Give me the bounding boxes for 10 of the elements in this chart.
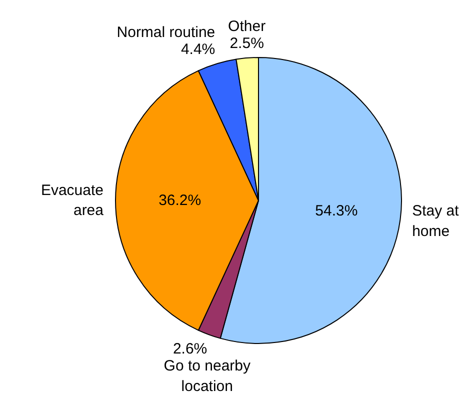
data-label: 4.4%	[180, 40, 216, 58]
data-label: 2.5%	[230, 34, 264, 52]
data-label: 54.3%	[315, 202, 358, 220]
slice-label: Evacuate area	[40, 182, 104, 220]
slice-label: Normal routine	[116, 24, 216, 41]
slice-label: Stay at home	[412, 202, 460, 240]
slice-label: Go to nearby location	[164, 357, 252, 395]
slice-label: Other	[228, 18, 266, 35]
data-label: 2.6%	[172, 340, 208, 358]
data-label: 36.2%	[158, 192, 202, 209]
